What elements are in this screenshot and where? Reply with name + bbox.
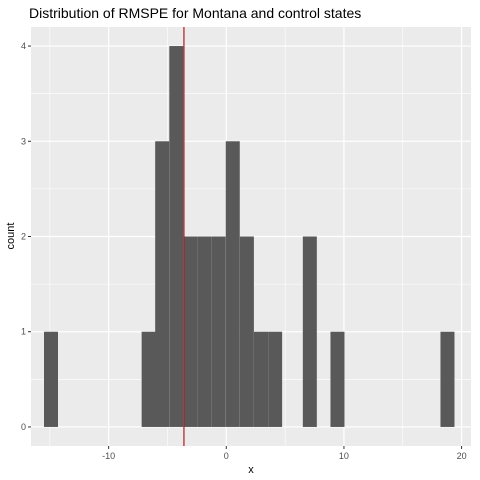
y-tick-label: 4 [21, 41, 26, 51]
y-tick-label: 0 [21, 422, 26, 432]
histogram-bar [239, 236, 254, 427]
y-tick-label: 3 [21, 136, 26, 146]
histogram-bar [330, 331, 345, 427]
x-axis-ticks: -10 0 10 20 [102, 446, 467, 461]
y-tick-label: 1 [21, 327, 26, 337]
chart-title: Distribution of RMSPE for Montana and co… [29, 5, 361, 21]
histogram-bar [440, 331, 455, 427]
histogram-bar [302, 236, 317, 427]
histogram-bar [268, 331, 283, 427]
histogram-bar [155, 141, 170, 427]
x-tick-label: 10 [339, 451, 349, 461]
y-axis-ticks: 0 1 2 3 4 [21, 41, 31, 432]
histogram-bar [225, 141, 240, 427]
histogram-bar [44, 331, 58, 427]
histogram-bar [183, 236, 198, 427]
y-axis-label: count [5, 223, 17, 250]
histogram-bar [141, 331, 156, 427]
histogram-bar [211, 236, 226, 427]
histogram-bars [44, 46, 455, 427]
histogram-bar [169, 46, 184, 427]
histogram-bar [254, 331, 268, 427]
y-tick-label: 2 [21, 232, 26, 242]
x-tick-label: 0 [224, 451, 229, 461]
x-tick-label: 20 [457, 451, 467, 461]
histogram-bar [197, 236, 212, 427]
x-tick-label: -10 [102, 451, 115, 461]
x-axis-label: x [248, 464, 254, 476]
